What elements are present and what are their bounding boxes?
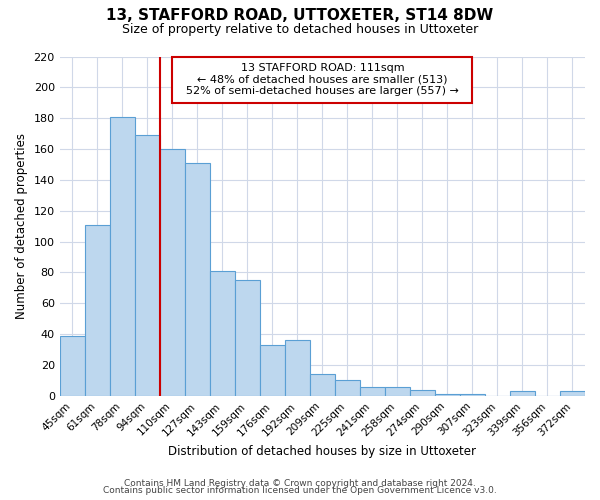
Bar	[410, 390, 435, 396]
Bar	[235, 280, 260, 396]
Bar	[160, 149, 185, 396]
Text: 13 STAFFORD ROAD: 111sqm  
  ← 48% of detached houses are smaller (513)  
  52% : 13 STAFFORD ROAD: 111sqm ← 48% of detach…	[179, 64, 466, 96]
Bar	[59, 336, 85, 396]
Bar	[285, 340, 310, 396]
Bar	[560, 391, 585, 396]
Bar	[85, 224, 110, 396]
Text: Size of property relative to detached houses in Uttoxeter: Size of property relative to detached ho…	[122, 22, 478, 36]
Bar	[385, 386, 410, 396]
Bar	[310, 374, 335, 396]
Bar	[135, 135, 160, 396]
Text: Contains HM Land Registry data © Crown copyright and database right 2024.: Contains HM Land Registry data © Crown c…	[124, 478, 476, 488]
Bar	[360, 386, 385, 396]
Text: 13, STAFFORD ROAD, UTTOXETER, ST14 8DW: 13, STAFFORD ROAD, UTTOXETER, ST14 8DW	[106, 8, 494, 22]
Bar	[435, 394, 460, 396]
Bar	[335, 380, 360, 396]
Bar	[185, 163, 210, 396]
Bar	[260, 345, 285, 396]
Text: Contains public sector information licensed under the Open Government Licence v3: Contains public sector information licen…	[103, 486, 497, 495]
Bar	[510, 391, 535, 396]
Bar	[110, 116, 135, 396]
Bar	[460, 394, 485, 396]
X-axis label: Distribution of detached houses by size in Uttoxeter: Distribution of detached houses by size …	[169, 444, 476, 458]
Bar	[210, 271, 235, 396]
Y-axis label: Number of detached properties: Number of detached properties	[15, 133, 28, 319]
